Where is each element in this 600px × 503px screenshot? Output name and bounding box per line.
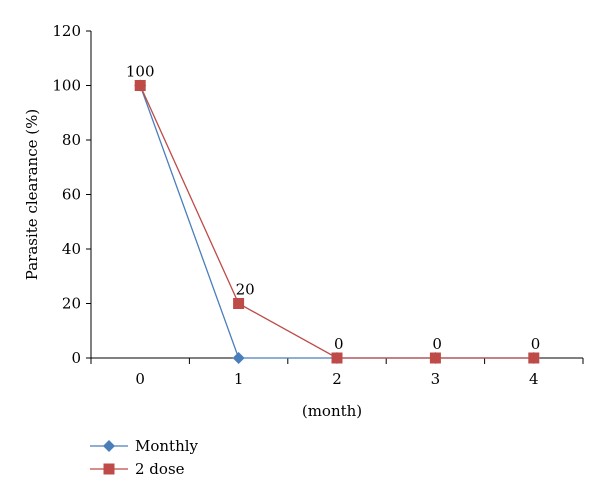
series-2 bbox=[134, 80, 540, 364]
y-axis-title: Parasite clearance (%) bbox=[23, 109, 41, 280]
legend-item-1: Monthly bbox=[90, 437, 199, 455]
x-axis-title: (month) bbox=[302, 402, 362, 420]
data-point-marker bbox=[331, 352, 343, 364]
x-tick-label: 3 bbox=[431, 370, 441, 388]
y-tick-label: 120 bbox=[52, 22, 81, 40]
data-point-marker bbox=[429, 352, 441, 364]
y-tick-label: 20 bbox=[62, 295, 81, 313]
x-tick-label: 1 bbox=[234, 370, 244, 388]
data-label: 0 bbox=[432, 335, 442, 353]
data-point-marker bbox=[232, 352, 245, 364]
y-tick-label: 100 bbox=[52, 77, 81, 95]
y-tick-label: 0 bbox=[71, 349, 81, 367]
x-tick-label: 2 bbox=[332, 370, 342, 388]
y-tick-label: 60 bbox=[62, 186, 81, 204]
series-group bbox=[134, 79, 540, 364]
legend: Monthly 2 dose bbox=[90, 437, 199, 478]
x-tick-label: 4 bbox=[529, 370, 539, 388]
data-labels: 100 20 0 0 0 bbox=[126, 63, 540, 354]
series-1 bbox=[134, 79, 540, 364]
legend-marker bbox=[103, 440, 115, 452]
legend-item-2: 2 dose bbox=[90, 460, 185, 478]
y-tick-label: 80 bbox=[62, 131, 81, 149]
data-label: 0 bbox=[334, 335, 344, 353]
x-ticks: 0 1 2 3 4 bbox=[90, 358, 584, 388]
data-point-marker bbox=[134, 80, 146, 91]
legend-label: 2 dose bbox=[135, 460, 185, 478]
data-label: 20 bbox=[236, 281, 255, 299]
series-line bbox=[139, 85, 534, 359]
x-tick-label: 0 bbox=[135, 370, 145, 388]
legend-label: Monthly bbox=[135, 437, 199, 455]
axes bbox=[90, 31, 583, 359]
y-ticks: 0 20 40 60 80 100 120 bbox=[52, 22, 91, 367]
y-tick-label: 40 bbox=[62, 240, 81, 258]
data-point-marker bbox=[233, 298, 245, 309]
data-point-marker bbox=[528, 352, 540, 364]
legend-marker bbox=[103, 463, 115, 475]
data-label: 0 bbox=[531, 335, 541, 353]
data-label: 100 bbox=[126, 63, 155, 81]
series-line bbox=[139, 85, 534, 359]
